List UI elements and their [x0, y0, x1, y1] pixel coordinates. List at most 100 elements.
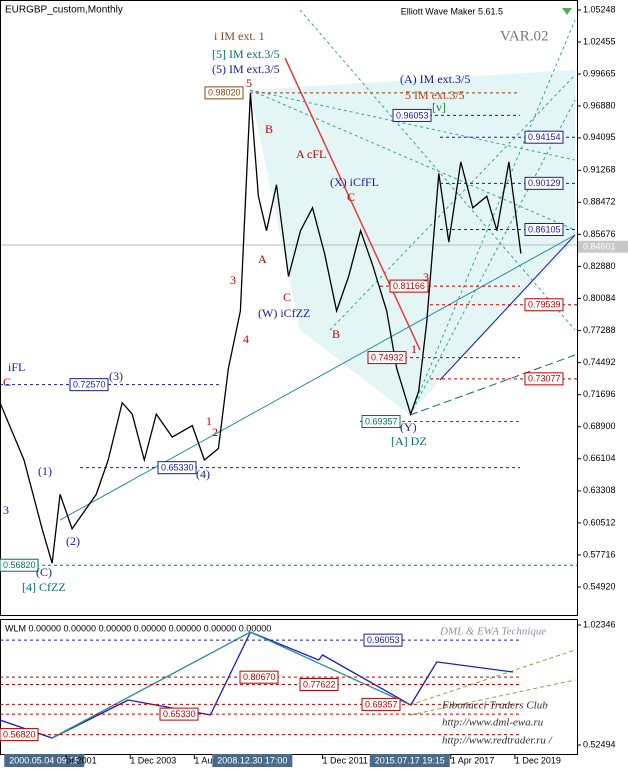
level-box: [69, 378, 109, 392]
wave-label: 3: [3, 503, 9, 517]
y-tick-label: 0.60512: [583, 517, 616, 527]
x-tick-label: 2000.05.04 09:15: [9, 755, 79, 765]
x-tick-label: 2008.12.30 17:00: [217, 755, 287, 765]
level-label: 0.56820: [3, 560, 36, 570]
level-box: [0, 728, 39, 742]
x-tick-label: 1 Dec 2003: [130, 755, 176, 765]
level-box: [159, 707, 199, 721]
x-tick-label: 2015.07.17 19:15: [375, 755, 445, 765]
x-highlight-box: [4, 754, 85, 767]
y-tick-label: 0.94095: [583, 132, 616, 142]
x-tick-label: 1 Dec 2019: [515, 755, 561, 765]
wave-label: (2): [66, 534, 80, 548]
y-tick-label: 0.57716: [583, 549, 616, 559]
level-label: 0.86105: [528, 224, 561, 234]
level-label: 0.94154: [528, 132, 561, 142]
y-tick-label: 1.02346: [583, 619, 616, 629]
y-tick-label: 0.80084: [583, 293, 616, 303]
level-label: 0.65330: [161, 463, 194, 473]
y-tick-label: 0.91268: [583, 165, 616, 175]
y-tick-label: 0.52494: [583, 739, 616, 749]
level-box: [157, 461, 197, 475]
wave-label: [v]: [432, 100, 446, 114]
level-box: [204, 86, 244, 100]
level-label: 0.90129: [528, 178, 561, 188]
wave-label: 4: [243, 332, 249, 346]
y-tick-label: 0.77288: [583, 325, 616, 335]
y-tick-label: 0.82880: [583, 261, 616, 271]
level-label: 0.98020: [208, 88, 241, 98]
watermark: Fibonacci Traders Club: [441, 700, 548, 712]
variant-label: VAR.02: [500, 28, 549, 44]
wave-label: C: [283, 290, 291, 304]
wave-label: A: [258, 252, 267, 266]
projection-line: [409, 679, 576, 716]
level-label: 0.96053: [367, 635, 400, 645]
wave-label: (4): [196, 467, 210, 481]
wave-label: A cFL: [296, 147, 326, 161]
indicator-title: WLM 0.00000 0.00000 0.00000 0.00000 0.00…: [5, 623, 271, 633]
current-price-label: 0.84601: [583, 242, 616, 252]
level-box: [361, 414, 401, 428]
wave-label: (5) IM ext.3/5: [212, 62, 280, 76]
channel-line: [59, 234, 576, 521]
wave-label: 5 IM ext.3/5: [405, 88, 465, 102]
x-tick-label: 1 Apr 2017: [451, 755, 495, 765]
level-label: 0.65330: [163, 709, 196, 719]
y-tick-label: 1.05248: [583, 4, 616, 14]
level-box: [0, 558, 39, 572]
level-label: 0.69357: [365, 699, 398, 709]
level-box: [363, 633, 403, 647]
wave-label: (A) IM ext.3/5: [400, 72, 470, 86]
wave-label: 3: [230, 273, 236, 287]
level-box: [367, 351, 407, 365]
current-price-box: [578, 240, 628, 253]
level-label: 0.96053: [396, 110, 429, 120]
level-box: [361, 697, 401, 711]
channel-line: [439, 234, 576, 381]
wave-label: 1: [206, 414, 212, 428]
level-box: [392, 108, 432, 122]
level-box: [524, 298, 564, 312]
wave-label: iFL: [8, 360, 25, 374]
level-box: [524, 222, 564, 236]
watermark: http://www.redtrader.ru /: [442, 735, 553, 747]
level-label: 0.81166: [393, 281, 425, 291]
wave-label: (Y): [400, 420, 417, 434]
indicator-icon: [562, 8, 572, 15]
trend-line: [284, 57, 421, 351]
x-highlight-box: [212, 754, 293, 767]
level-box: [524, 176, 564, 190]
y-tick-label: 0.71696: [583, 389, 616, 399]
x-tick-label: or 2001: [66, 755, 97, 765]
level-label: 0.77622: [303, 679, 336, 689]
wave-label: C: [347, 190, 355, 204]
watermark: DML & EWA Technique: [439, 626, 546, 638]
x-highlight-box: [369, 754, 450, 767]
y-tick-label: 1.02455: [583, 36, 616, 46]
y-tick-label: 0.74492: [583, 357, 616, 367]
wave-label: (3): [109, 369, 123, 383]
wave-label: [5] IM ext.3/5: [212, 47, 280, 61]
wave-label: (W) iCfZZ: [258, 306, 310, 320]
wave-label: (C): [36, 565, 52, 579]
wave-label: [4] CfZZ: [22, 580, 66, 594]
level-label: 0.80670: [243, 672, 276, 682]
level-box: [299, 678, 339, 692]
main-frame: [0, 0, 578, 616]
y-tick-label: 0.54920: [583, 581, 616, 591]
channel-line: [409, 354, 576, 416]
x-tick-label: 1 Dec 2011: [323, 755, 368, 765]
price-line: [0, 93, 522, 564]
y-tick-label: 0.63308: [583, 485, 616, 495]
level-box: [239, 670, 279, 684]
indicator-name: Elliott Wave Maker 5.61.5: [401, 6, 503, 16]
level-box: [524, 372, 564, 386]
y-tick-label: 0.96880: [583, 100, 616, 110]
wave-label: (1): [38, 464, 52, 478]
y-tick-label: 0.66104: [583, 453, 616, 463]
wave-label: B: [332, 327, 340, 341]
watermark: http://www.dml-ewa.ru: [442, 717, 544, 729]
level-label: 0.73077: [528, 374, 561, 384]
